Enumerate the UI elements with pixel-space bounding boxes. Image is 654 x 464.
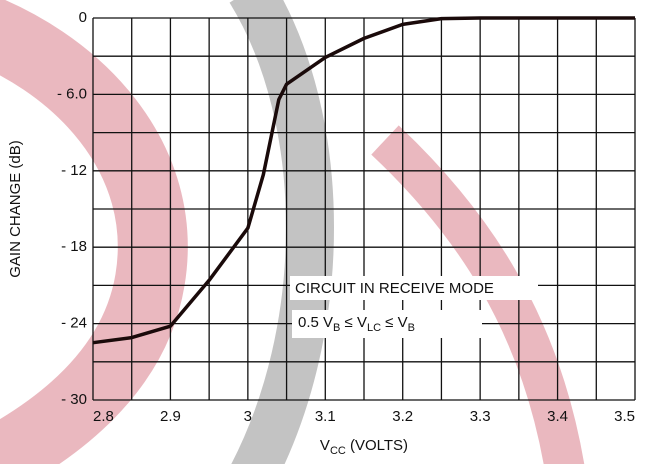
marks (92, 16, 635, 345)
x-axis-label: VCC (VOLTS) (320, 437, 408, 457)
y-tick-label: - 12 (61, 162, 87, 179)
watermark-arc (229, 0, 334, 464)
annotation-box (292, 310, 482, 338)
condition-sub: B (408, 322, 415, 334)
condition-part: ≤ V (340, 314, 367, 331)
x-tick-label: 2.8 (93, 408, 114, 425)
y-tick-label: 0 (79, 9, 87, 26)
x-tick-label: 3.3 (470, 408, 491, 425)
annotation: CIRCUIT IN RECEIVE MODE (295, 280, 494, 297)
y-axis-label: GAIN CHANGE (dB) (7, 140, 24, 278)
x-label-sub: CC (330, 445, 346, 457)
x-label-part: V (320, 437, 330, 454)
annotation-box (290, 276, 538, 300)
x-tick-label: 3.1 (315, 408, 336, 425)
x-tick-label: 3.4 (547, 408, 568, 425)
series-line (92, 16, 635, 345)
y-tick-label: - 24 (61, 315, 87, 332)
condition-sub: B (333, 322, 340, 334)
x-tick-label: 3.2 (392, 408, 413, 425)
condition: 0.5 VB ≤ VLC ≤ VB (298, 314, 415, 334)
condition-sub: LC (367, 322, 381, 334)
x-tick-label: 3.5 (614, 408, 635, 425)
condition-part: ≤ V (381, 314, 408, 331)
x-tick-label: 3 (244, 408, 252, 425)
x-tick-label: 2.9 (160, 408, 181, 425)
y-tick-label: - 18 (61, 238, 87, 255)
x-label-part: (VOLTS) (346, 437, 408, 454)
grid (92, 17, 636, 401)
y-tick-label: - 30 (61, 391, 87, 408)
watermark-arc (0, 0, 188, 464)
condition-part: 0.5 V (298, 314, 333, 331)
y-tick-label: - 6.0 (57, 85, 87, 102)
